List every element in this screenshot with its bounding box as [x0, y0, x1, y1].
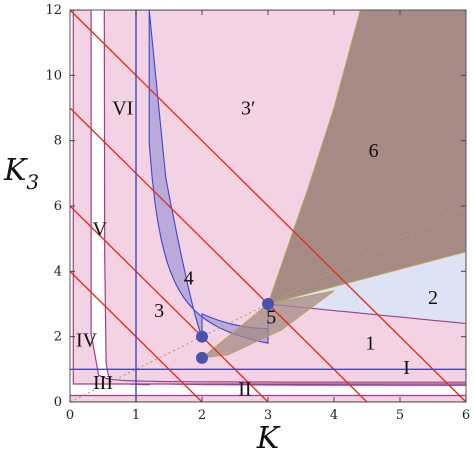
x-tick-label: 5 [396, 408, 404, 423]
y-tick-label: 8 [54, 134, 62, 149]
y-tick-label: 0 [54, 395, 62, 410]
region-label: 4 [184, 267, 194, 289]
y-axis-title-base: K [3, 153, 28, 188]
x-tick-label: 1 [132, 408, 140, 423]
red-line [70, 107, 368, 402]
region-label: 1 [365, 333, 375, 355]
region-label: 6 [369, 140, 379, 162]
region-label: III [93, 372, 113, 394]
x-tick-label: 2 [198, 408, 206, 423]
data-point [196, 330, 208, 343]
region-label: 5 [266, 307, 276, 329]
y-tick-label: 4 [54, 264, 62, 279]
y-tick-label: 2 [54, 330, 62, 345]
region-purple-4 [148, 10, 269, 344]
region-label: 3 [154, 300, 164, 322]
x-axis-title: K [256, 421, 281, 456]
region-label: 3′ [241, 98, 255, 120]
region-label: IV [76, 329, 98, 351]
region-label: II [238, 378, 251, 400]
x-tick-label: 3 [264, 408, 272, 423]
x-tick-label: 6 [462, 408, 470, 423]
region-label: I [403, 357, 410, 379]
y-tick-label: 6 [54, 199, 62, 214]
x-tick-label: 0 [66, 408, 74, 423]
data-points [196, 298, 274, 364]
y-tick-label: 10 [45, 68, 62, 83]
region-pink-strip [72, 10, 466, 385]
region-brown-5 [200, 290, 335, 359]
y-tick-label: 12 [45, 3, 62, 18]
data-point [196, 351, 208, 364]
region-label: VI [112, 98, 133, 120]
region-label: V [92, 218, 107, 240]
data-point [262, 298, 274, 310]
x-tick-label: 4 [330, 408, 338, 423]
y-axis-title: K3 [3, 153, 39, 194]
y-axis-title-sub: 3 [26, 170, 39, 194]
region-label: 2 [428, 287, 438, 309]
